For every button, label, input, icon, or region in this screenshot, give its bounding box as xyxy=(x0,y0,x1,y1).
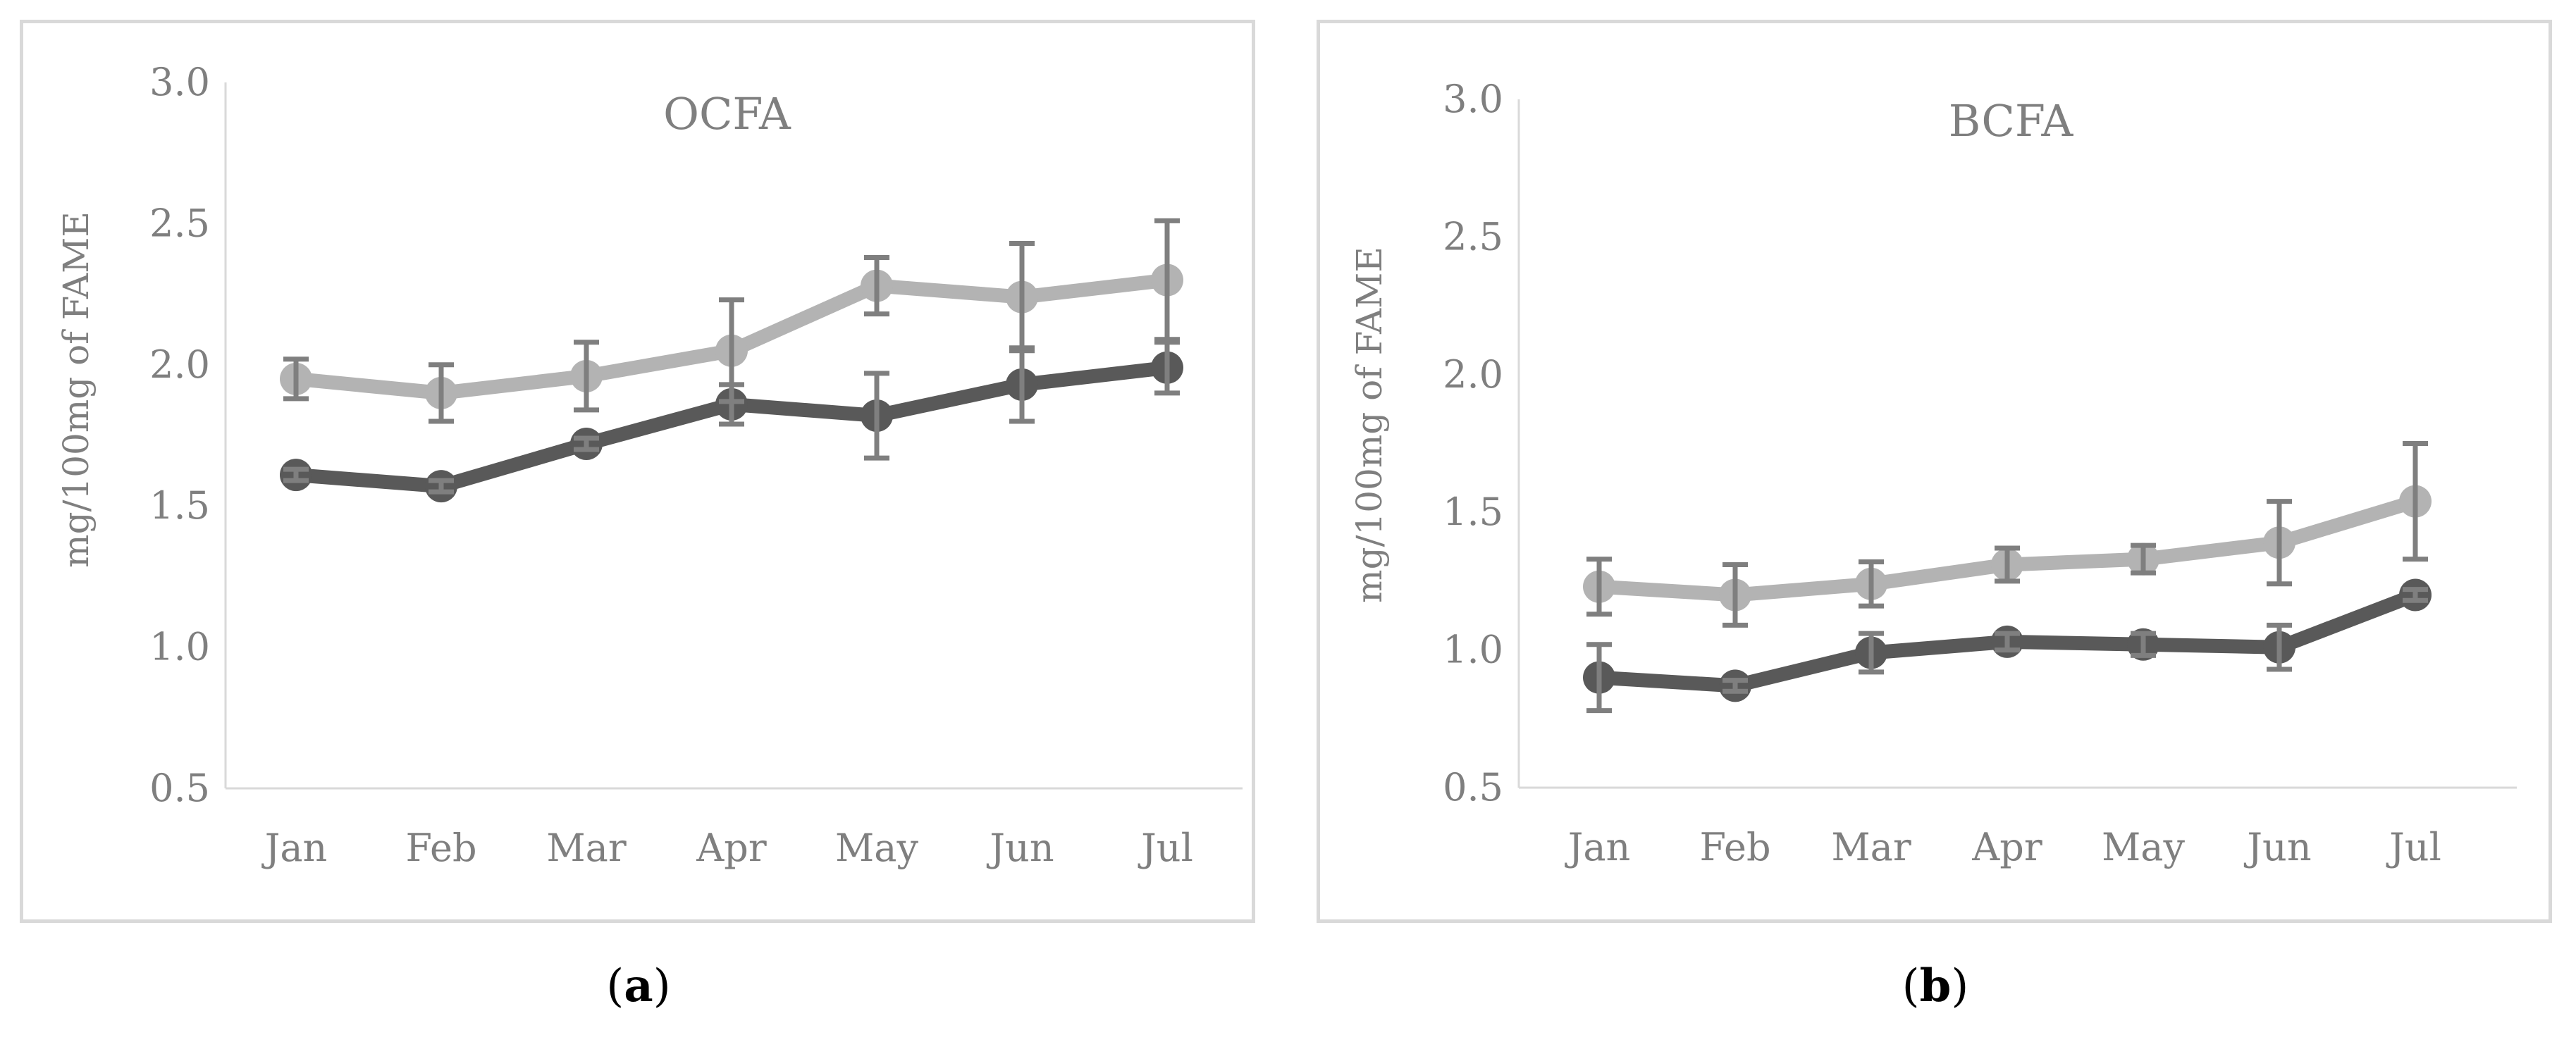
error-bar xyxy=(574,435,599,452)
error-bar xyxy=(1586,557,1612,617)
error-bar xyxy=(1586,642,1612,714)
x-tick-label: Apr xyxy=(1971,825,2042,869)
error-bar xyxy=(2403,441,2428,562)
error-bar xyxy=(719,382,744,427)
x-tick-label: Jan xyxy=(1565,825,1631,869)
x-tick-label: Apr xyxy=(696,826,767,870)
error-bar xyxy=(2403,587,2428,603)
caption-a-letter: a xyxy=(624,960,653,1012)
y-tick-label: 1.0 xyxy=(1443,628,1503,672)
x-tick-label: Mar xyxy=(546,826,626,870)
y-axis-label: mg/100mg of FAME xyxy=(1349,247,1390,603)
y-tick-label: 0.5 xyxy=(1443,765,1503,810)
y-tick-label: 2.5 xyxy=(1443,214,1503,259)
x-tick-label: Jun xyxy=(986,826,1054,870)
error-bar xyxy=(2131,631,2156,658)
y-tick-label: 1.0 xyxy=(149,625,210,669)
x-tick-label: May xyxy=(2102,825,2185,869)
x-tick-label: Jun xyxy=(2243,825,2311,869)
chart-panel-b: BCFA mg/100mg of FAME 0.5 1.0 1.5 2.0 2.5 3.0 Ja… xyxy=(1317,20,2552,923)
error-bar xyxy=(2267,499,2292,587)
error-bar xyxy=(1723,562,1748,628)
error-bar xyxy=(1995,545,2020,584)
caption-b: (b) xyxy=(1902,960,1969,1012)
error-bar xyxy=(1995,631,2020,653)
chart-title: OCFA xyxy=(663,88,791,139)
error-bar xyxy=(429,478,454,495)
error-bar xyxy=(2131,542,2156,576)
y-tick-label: 1.5 xyxy=(1443,490,1503,534)
y-axis-label: mg/100mg of FAME xyxy=(56,211,97,568)
y-tick-label: 2.5 xyxy=(149,201,210,245)
error-bar xyxy=(1154,218,1180,342)
x-tick-label: Jul xyxy=(2386,825,2441,869)
chart-a: OCFA mg/100mg of FAME 0.5 1.0 1.5 2.0 2.5 3.0 Ja… xyxy=(56,60,1243,870)
error-bar xyxy=(574,340,599,413)
caption-a: (a) xyxy=(606,960,671,1012)
x-tick-label: May xyxy=(835,826,918,870)
error-bar xyxy=(1154,340,1180,396)
error-bar xyxy=(1009,345,1035,424)
x-tick-label: Jul xyxy=(1138,826,1193,870)
x-tick-label: Mar xyxy=(1831,825,1911,869)
error-bar xyxy=(1723,678,1748,694)
y-tick-label: 3.0 xyxy=(149,60,210,104)
y-tick-label: 2.0 xyxy=(149,342,210,387)
caption-b-letter: b xyxy=(1919,960,1952,1012)
y-tick-label: 0.5 xyxy=(149,766,210,810)
error-bar xyxy=(864,371,889,461)
error-bar xyxy=(429,362,454,424)
error-bar xyxy=(1859,559,1884,609)
error-bar xyxy=(864,254,889,317)
x-tick-label: Feb xyxy=(1699,825,1770,869)
error-bar xyxy=(283,356,309,402)
y-tick-label: 2.0 xyxy=(1443,352,1503,397)
error-bar xyxy=(283,466,309,483)
error-bar xyxy=(1859,631,1884,675)
chart-panel-a: OCFA mg/100mg of FAME 0.5 1.0 1.5 2.0 2.5 3.0 Ja… xyxy=(20,20,1255,923)
chart-title: BCFA xyxy=(1949,95,2074,147)
error-bar xyxy=(2267,622,2292,672)
chart-b: BCFA mg/100mg of FAME 0.5 1.0 1.5 2.0 2.5 3.0 Ja… xyxy=(1349,77,2517,869)
y-tick-label: 1.5 xyxy=(149,483,210,528)
y-tick-label: 3.0 xyxy=(1443,77,1503,121)
x-tick-label: Jan xyxy=(261,826,328,870)
x-tick-label: Feb xyxy=(405,826,476,870)
